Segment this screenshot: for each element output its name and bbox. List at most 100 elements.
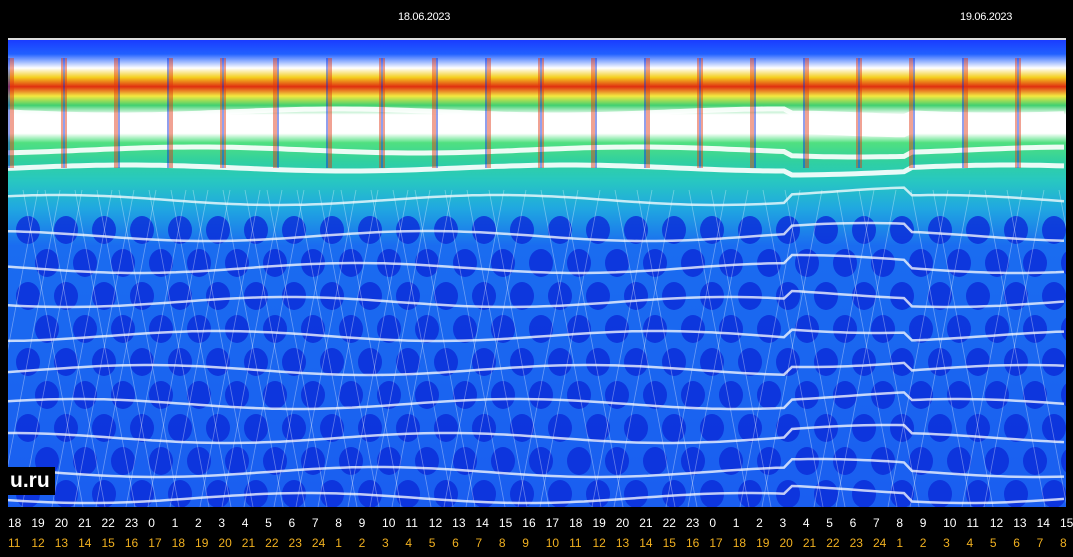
tick-utc: 8 xyxy=(335,516,342,530)
tick-local: 4 xyxy=(966,536,974,550)
interference-line xyxy=(370,189,432,507)
spike-mark xyxy=(434,58,436,168)
node-blob xyxy=(434,480,458,507)
node-blob xyxy=(377,381,401,409)
spike-mark xyxy=(540,58,542,168)
spike-mark xyxy=(699,58,701,168)
node-blob xyxy=(358,414,382,442)
interference-line xyxy=(813,189,875,507)
node-blob xyxy=(54,282,78,310)
node-blob xyxy=(1061,251,1066,275)
tick-local: 13 xyxy=(615,536,630,550)
tick-local: 16 xyxy=(685,536,700,550)
node-blob xyxy=(681,447,705,475)
interference-line xyxy=(347,189,409,507)
node-blob xyxy=(149,447,173,475)
node-blob xyxy=(206,348,230,376)
node-blob xyxy=(168,480,192,507)
tick-utc: 7 xyxy=(872,516,880,530)
node-blob xyxy=(453,249,477,277)
tick-utc: 5 xyxy=(265,516,272,530)
resonance-line xyxy=(8,391,1065,411)
interference-line xyxy=(1006,189,1066,504)
spike-mark xyxy=(538,58,540,168)
tick-utc: 3 xyxy=(779,516,787,530)
tick-utc: 16 xyxy=(522,516,536,530)
node-blob xyxy=(852,348,876,376)
node-blob xyxy=(282,414,306,442)
node-blob xyxy=(1023,249,1047,277)
node-blob xyxy=(73,249,97,277)
interference-line xyxy=(614,189,676,507)
node-blob xyxy=(909,381,933,409)
tick-local: 21 xyxy=(802,536,817,550)
node-blob xyxy=(738,414,762,442)
tick-local: 1 xyxy=(896,536,904,550)
node-blob xyxy=(54,480,78,507)
node-blob xyxy=(624,414,648,442)
spike-mark xyxy=(436,58,438,168)
tick-utc: 0 xyxy=(709,516,717,530)
node-blob xyxy=(92,282,116,310)
node-blob xyxy=(282,348,306,376)
interference-line xyxy=(243,189,305,507)
interference-line xyxy=(710,189,772,507)
spike-mark xyxy=(962,58,964,168)
node-blob xyxy=(73,447,97,475)
interference-line xyxy=(858,189,920,507)
node-blob xyxy=(529,381,553,409)
node-blob xyxy=(966,216,990,244)
node-blob xyxy=(1023,447,1047,475)
tick-utc: 6 xyxy=(288,516,296,530)
spike-mark xyxy=(224,58,226,168)
node-blob xyxy=(320,414,344,442)
resonance-line xyxy=(8,253,1065,275)
tick-utc: 6 xyxy=(849,516,857,530)
node-blob xyxy=(738,216,762,244)
node-blob xyxy=(168,216,192,244)
node-blob xyxy=(795,315,819,343)
node-blob xyxy=(529,447,553,475)
interference-line xyxy=(613,189,675,507)
node-blob xyxy=(472,282,496,310)
node-blob xyxy=(244,282,268,310)
date-header: 18.06.2023 19.06.2023 xyxy=(0,0,1073,40)
node-blob xyxy=(415,381,439,409)
spike-mark xyxy=(277,58,279,168)
tick-utc: 23 xyxy=(124,516,139,530)
node-blob xyxy=(491,381,515,409)
interference-line xyxy=(147,189,209,507)
node-blob xyxy=(1061,383,1066,407)
spike-mark xyxy=(330,58,332,168)
tick-local: 4 xyxy=(405,536,413,550)
tick-local: 17 xyxy=(148,536,162,550)
spike-mark xyxy=(701,58,703,168)
node-blob xyxy=(662,216,686,244)
tick-utc: 22 xyxy=(662,516,676,530)
spike-mark xyxy=(648,58,650,168)
spike-mark xyxy=(858,58,860,168)
resonance-line xyxy=(8,289,1065,309)
node-blob xyxy=(472,480,496,507)
node-blob xyxy=(605,249,629,277)
interference-line xyxy=(22,189,84,507)
tick-utc: 2 xyxy=(195,516,202,530)
node-blob xyxy=(852,414,876,442)
tick-local: 16 xyxy=(124,536,139,550)
interference-line xyxy=(443,189,505,507)
interference-line xyxy=(562,189,624,507)
node-blob xyxy=(206,414,230,442)
spike-mark xyxy=(752,58,754,168)
tick-local: 19 xyxy=(195,536,209,550)
node-blob xyxy=(738,348,762,376)
tick-utc: 21 xyxy=(639,516,653,530)
interference-line xyxy=(21,189,83,507)
spike-mark xyxy=(432,58,434,168)
interference-line xyxy=(221,189,283,507)
node-blob xyxy=(529,315,553,343)
interference-line xyxy=(761,189,823,507)
node-blob xyxy=(548,348,572,376)
node-blob xyxy=(206,216,230,244)
interference-line xyxy=(636,189,698,507)
node-blob xyxy=(415,447,439,475)
